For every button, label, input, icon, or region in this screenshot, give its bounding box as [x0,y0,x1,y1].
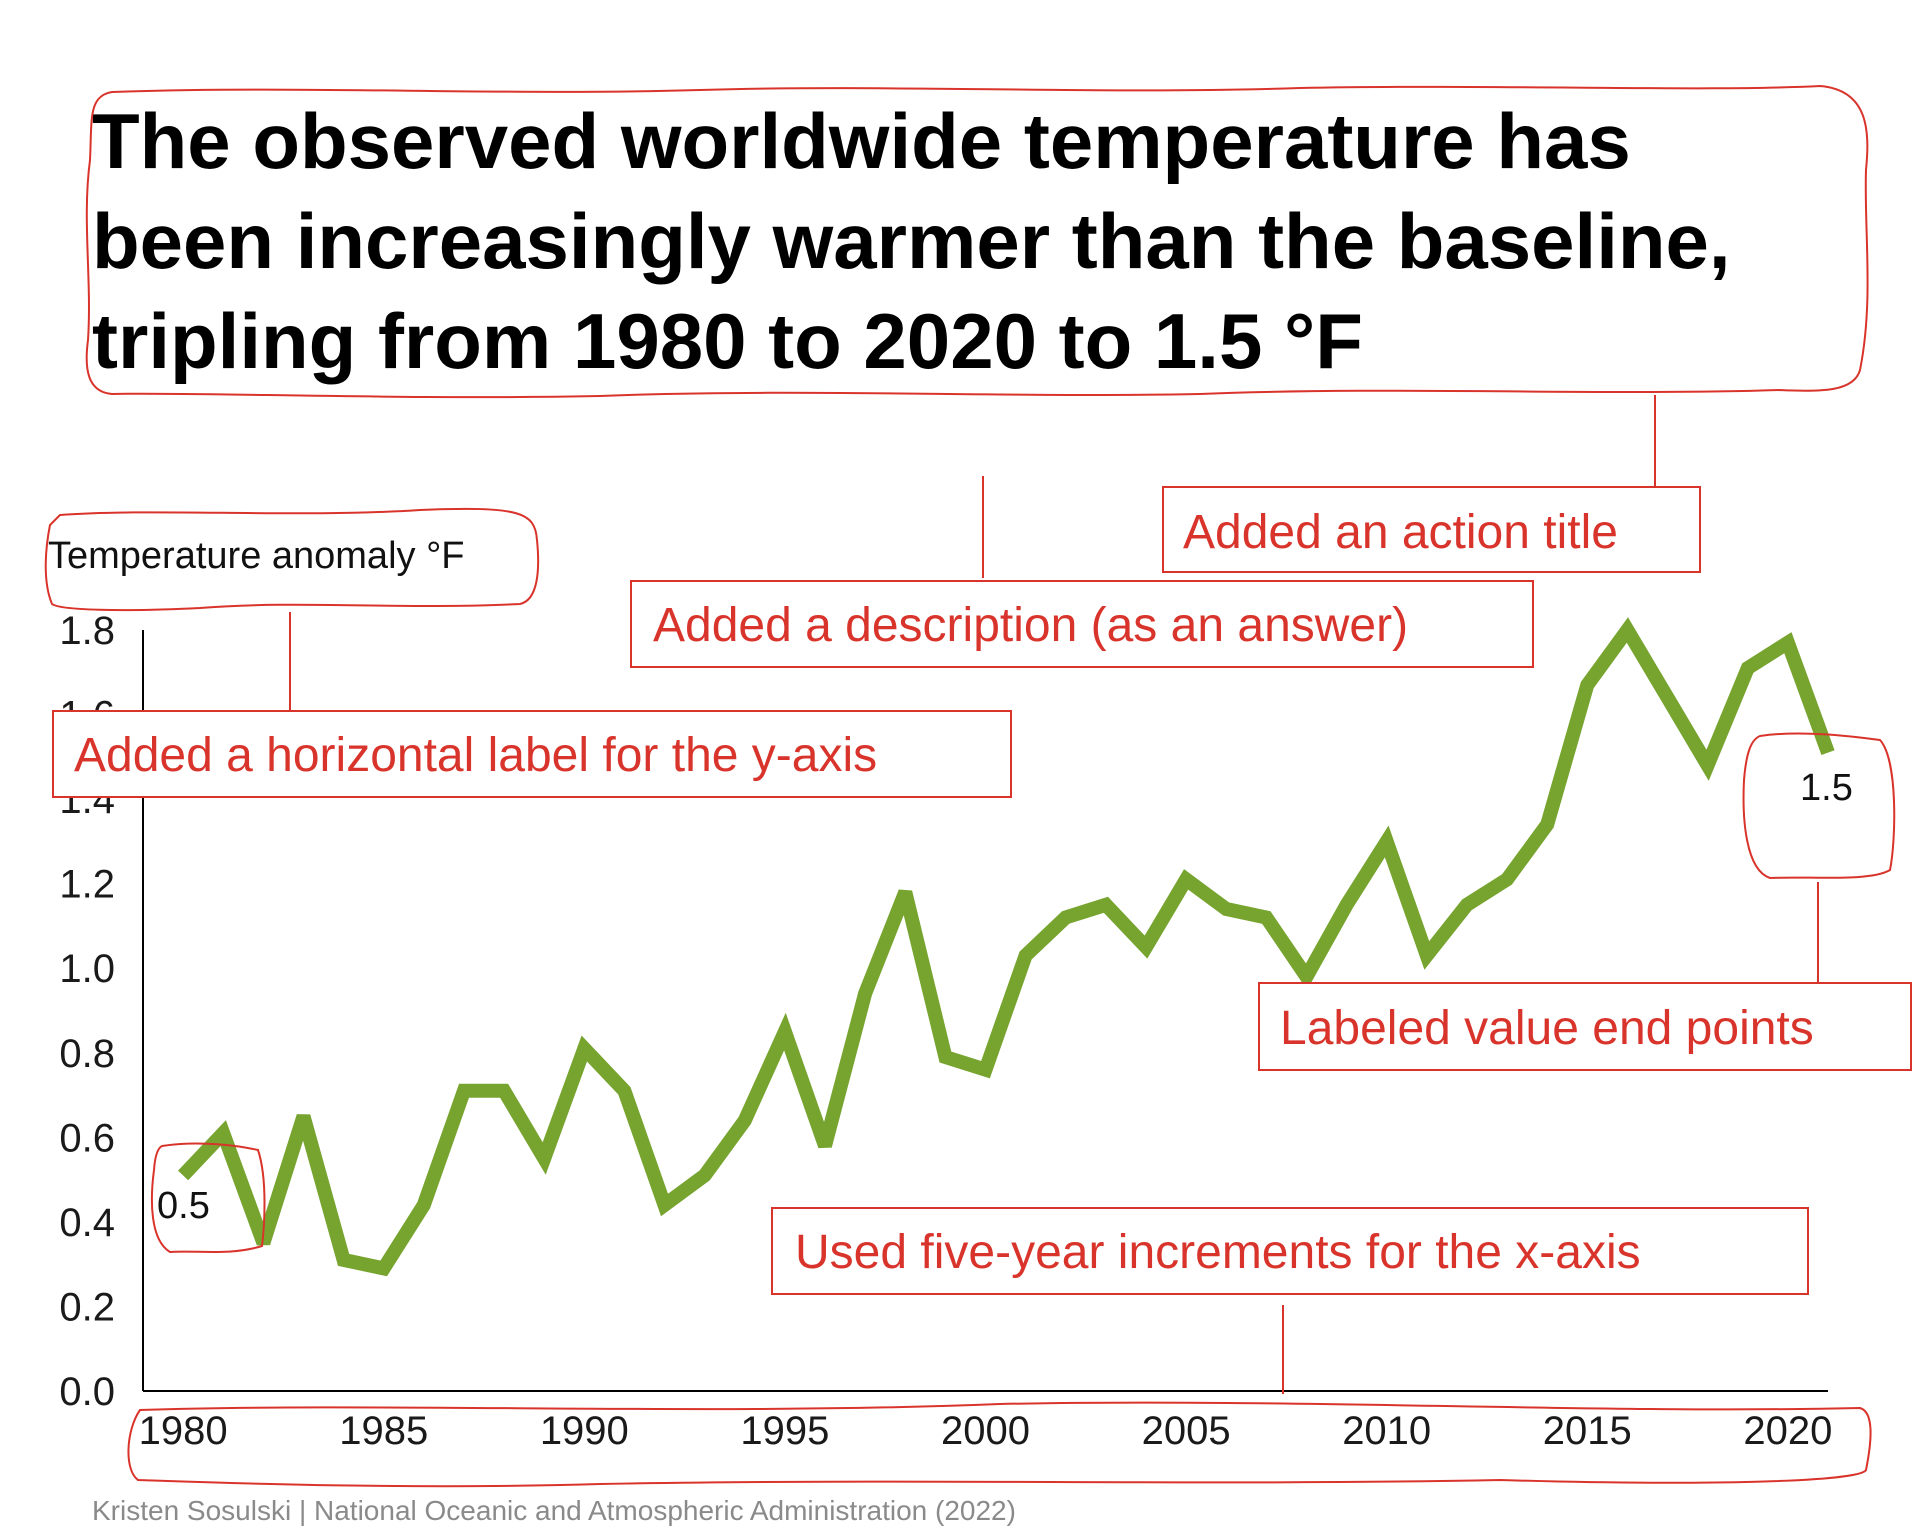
x-tick-label: 1995 [740,1409,829,1453]
annotation-y-label-text: Added a horizontal label for the y-axis [74,729,877,782]
x-tick-label: 2005 [1142,1409,1231,1453]
x-tick-labels: 1980 1985 1990 1995 2000 2005 2010 2015 2020 [139,1409,1833,1453]
y-label-highlight-outline [44,507,540,612]
x-tick-label: 1990 [540,1409,629,1453]
y-axis-label: Temperature anomaly °F [48,535,464,577]
source-credit: Kristen Sosulski | National Oceanic and … [92,1495,1016,1526]
x-tick-label: 1985 [339,1409,428,1453]
end-point-label: 1.5 [1800,767,1853,809]
x-tick-label: 2015 [1543,1409,1632,1453]
chart-title: The observed worldwide temperature has b… [92,97,1731,385]
y-tick-label: 0.8 [59,1032,115,1076]
title-line-3: tripling from 1980 to 2020 to 1.5 °F [92,297,1363,385]
annotation-y-label: Added a horizontal label for the y-axis [52,710,1012,798]
annotation-action-title-text: Added an action title [1183,506,1618,559]
y-tick-label: 0.2 [59,1285,115,1329]
x-axis-highlight-outline [127,1401,1872,1488]
y-tick-label: 0.4 [59,1201,115,1245]
x-tick-label: 1980 [139,1409,228,1453]
y-tick-label: 1.8 [59,609,115,653]
end-label-highlight-outline [1742,732,1896,880]
annotation-end-points-text: Labeled value end points [1280,1002,1814,1055]
x-tick-label: 2020 [1743,1409,1832,1453]
annotation-end-points: Labeled value end points [1258,982,1912,1071]
annotation-description-text: Added a description (as an answer) [653,599,1408,652]
x-tick-label: 2000 [941,1409,1030,1453]
annotation-action-title: Added an action title [1162,486,1701,573]
annotation-x-axis-text: Used five-year increments for the x-axis [795,1226,1641,1279]
series-temperature-anomaly [178,617,1835,1277]
annotation-x-axis: Used five-year increments for the x-axis [771,1207,1809,1295]
title-highlight-outline [85,84,1869,399]
y-tick-label: 0.0 [59,1370,115,1414]
y-tick-label: 0.6 [59,1116,115,1160]
y-tick-label: 1.0 [59,947,115,991]
y-tick-label: 1.2 [59,863,115,907]
start-point-label: 0.5 [157,1185,210,1227]
title-line-2: been increasingly warmer than the baseli… [92,197,1731,285]
series-line [178,617,1835,1277]
title-line-1: The observed worldwide temperature has [92,97,1631,185]
x-tick-label: 2010 [1342,1409,1431,1453]
annotation-description: Added a description (as an answer) [630,580,1534,668]
start-label-highlight-outline [150,1142,266,1254]
